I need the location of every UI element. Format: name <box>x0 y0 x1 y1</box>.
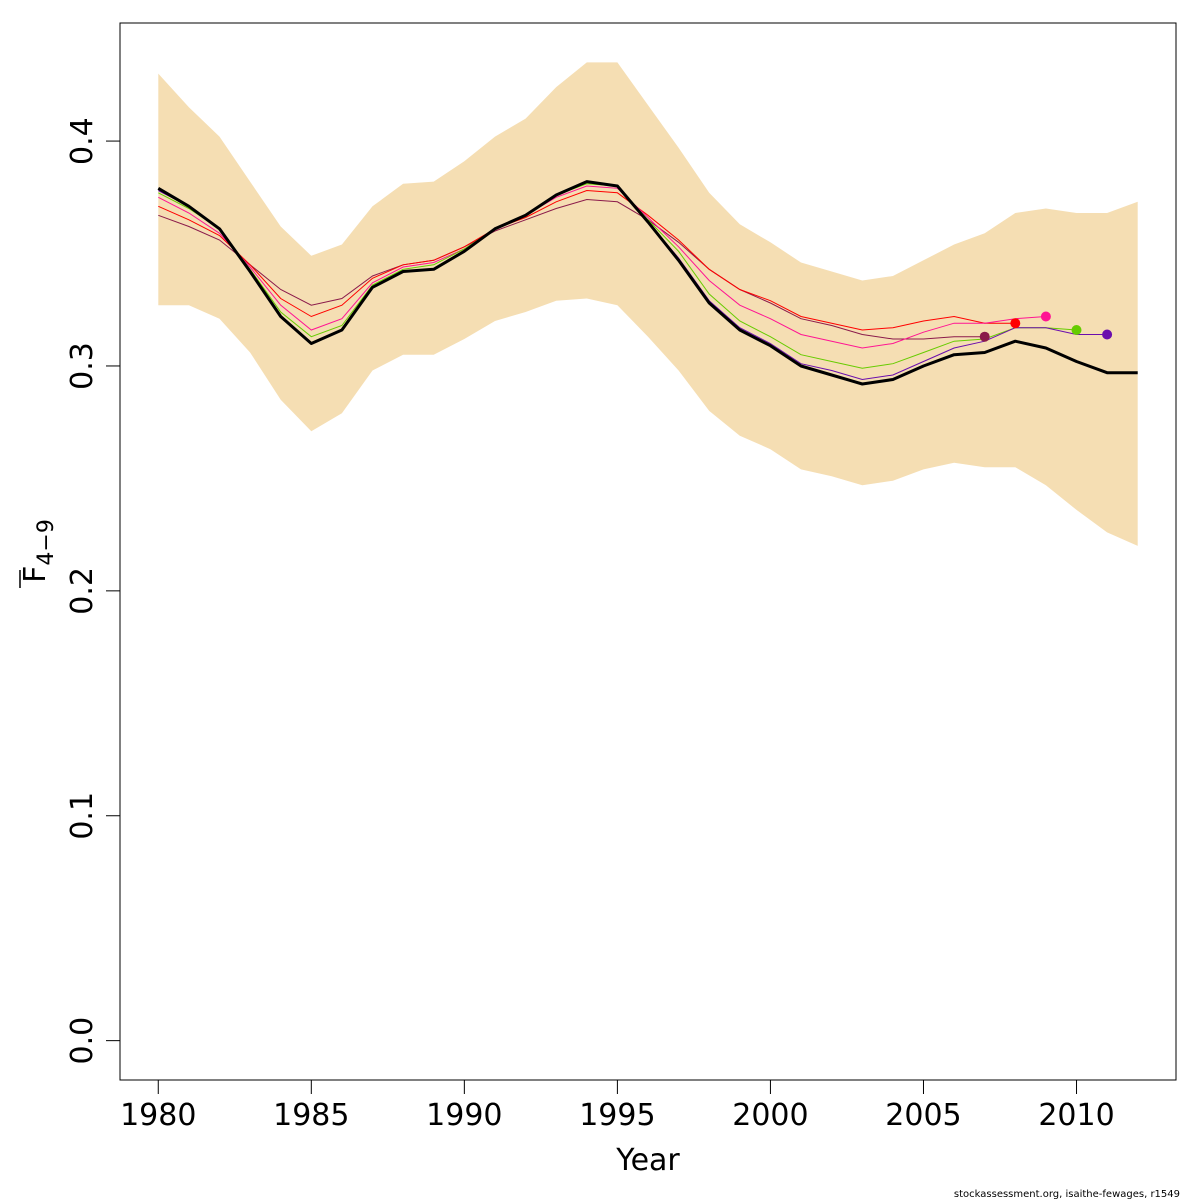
y-axis-title-main: F <box>18 566 53 583</box>
retro-series-line-1 <box>158 198 985 340</box>
main-series-line <box>157 180 1138 386</box>
plot-area <box>157 62 1138 546</box>
x-axis: 1980 1985 1990 1995 2000 2005 2010 <box>120 1079 1115 1133</box>
endpoint-marker-5 <box>1102 329 1113 340</box>
x-tick-label: 2005 <box>885 1098 961 1133</box>
y-axis-title-subscript: 4−9 <box>34 519 59 565</box>
y-axis-title: F4−9 <box>18 519 59 588</box>
x-tick-label: 1995 <box>579 1098 655 1133</box>
confidence-band <box>158 62 1138 546</box>
x-axis-title: Year <box>615 1143 680 1178</box>
x-tick-label: 1980 <box>120 1098 196 1133</box>
endpoint-marker-2 <box>1010 318 1021 329</box>
x-tick-label: 2010 <box>1038 1098 1114 1133</box>
endpoint-marker-3 <box>1040 311 1051 322</box>
credit-note: stockassessment.org, isaithe-fewages, r1… <box>954 1189 1180 1200</box>
retro-series-line-2 <box>158 189 1016 331</box>
y-tick-label: 0.0 <box>65 1017 100 1065</box>
svg-text:F4−9: F4−9 <box>18 519 59 583</box>
x-tick-label: 2000 <box>732 1098 808 1133</box>
endpoint-marker-4 <box>1071 325 1082 335</box>
endpoint-marker-1 <box>979 331 990 342</box>
x-tick-label: 1985 <box>273 1098 349 1133</box>
y-tick-label: 0.1 <box>65 792 100 840</box>
y-tick-label: 0.4 <box>65 117 100 165</box>
y-tick-label: 0.3 <box>65 342 100 390</box>
x-tick-label: 1990 <box>426 1098 502 1133</box>
retro-series-line-3 <box>158 185 1046 349</box>
y-tick-label: 0.2 <box>65 567 100 615</box>
y-axis: 0.0 0.1 0.2 0.3 0.4 <box>65 117 121 1065</box>
